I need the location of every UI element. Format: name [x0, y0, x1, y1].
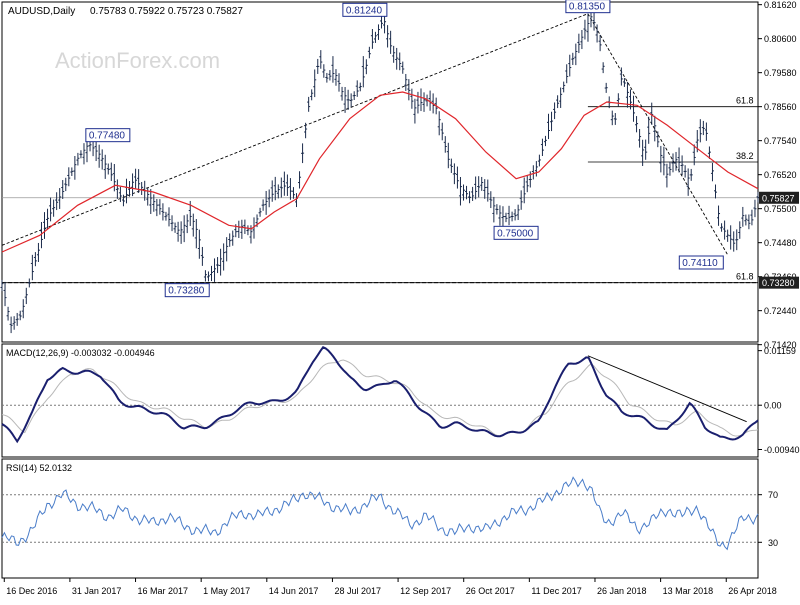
ohlc-values: 0.75783 0.75922 0.75723 0.75827 — [90, 6, 243, 17]
x-tick-label: 16 Mar 2017 — [138, 586, 189, 596]
price-tick-label: 0.76520 — [764, 170, 797, 180]
price-tick-label: 0.81620 — [764, 0, 797, 10]
panel-frame-1 — [1, 343, 759, 458]
price-annotation-box — [493, 225, 539, 240]
macd-tick-label: 0.00 — [764, 401, 782, 411]
price-annotation-box — [342, 2, 388, 17]
trendline — [1, 13, 589, 246]
current-price-box — [759, 191, 799, 204]
watermark: ActionForex.com — [55, 48, 220, 73]
price-tick-label: 0.77540 — [764, 136, 797, 146]
rsi-label: RSI(14) 52.0132 — [6, 463, 72, 473]
price-annotation-label: 0.77480 — [89, 131, 126, 142]
macd-signal-line — [1, 359, 759, 437]
price-annotation-box — [565, 0, 611, 14]
price-annotation-label: 0.81350 — [569, 2, 606, 13]
price-annotation-label: 0.81240 — [346, 5, 383, 16]
panel-frames — [1, 1, 759, 579]
x-tick-label: 31 Jan 2017 — [72, 586, 122, 596]
x-tick-label: 26 Apr 2018 — [728, 586, 777, 596]
x-tick-label: 26 Jan 2018 — [597, 586, 647, 596]
x-tick-label: 16 Dec 2016 — [6, 586, 57, 596]
macd-label: MACD(12,26,9) -0.003032 -0.004946 — [6, 348, 155, 358]
fib-label: 38.2 — [736, 151, 754, 161]
support-price-label: 0.73280 — [762, 278, 795, 288]
price-tick-label: 0.71420 — [764, 340, 797, 350]
price-tick-label: 0.78560 — [764, 102, 797, 112]
x-tick-label: 26 Oct 2017 — [466, 586, 515, 596]
symbol-label: AUDUSD,Daily — [8, 6, 75, 17]
rsi-panel: RSI(14) 52.0132 70 30 — [1, 463, 778, 551]
macd-trendline — [587, 355, 747, 423]
x-tick-label: 28 Jul 2017 — [334, 586, 381, 596]
x-tick-label: 13 Mar 2018 — [663, 586, 714, 596]
price-annotation-box — [678, 255, 724, 270]
macd-tick-label: -0.009408 — [764, 445, 800, 455]
macd-tick-label: 0.01159 — [764, 346, 796, 356]
panel-frame-0 — [1, 1, 759, 343]
fib-label: 61.8 — [736, 272, 754, 282]
price-tick-label: 0.72440 — [764, 306, 797, 316]
price-annotation-label: 0.75000 — [497, 228, 534, 239]
price-tick-label: 0.75500 — [764, 204, 797, 214]
price-annotation-label: 0.74110 — [682, 258, 718, 269]
price-panel: 0.81620 0.80600 0.79580 0.78560 0.77540 0.765… — [0, 0, 799, 350]
price-tick-label: 0.79580 — [764, 68, 797, 78]
macd-line — [1, 346, 759, 444]
x-tick-label: 11 Dec 2017 — [531, 586, 581, 596]
price-annotation-box — [164, 283, 210, 298]
current-price-label: 0.75827 — [762, 193, 795, 203]
x-tick-label: 14 Jun 2017 — [269, 586, 319, 596]
macd-panel: MACD(12,26,9) -0.003032 -0.004946 0.01159… — [1, 346, 800, 455]
support-price-box — [759, 276, 799, 289]
trendline — [587, 13, 729, 256]
rsi-line — [1, 476, 759, 551]
rsi-tick-label: 30 — [768, 538, 778, 548]
moving-average-line — [1, 91, 759, 253]
price-annotation-label: 0.73280 — [168, 286, 205, 297]
x-tick-label: 12 Sep 2017 — [400, 586, 451, 596]
rsi-tick-label: 70 — [768, 490, 778, 500]
price-annotation-box — [85, 128, 131, 143]
panel-frame-2 — [1, 458, 759, 579]
price-tick-label: 0.80600 — [764, 34, 797, 44]
fib-label: 61.8 — [736, 96, 754, 106]
price-tick-label: 0.74480 — [764, 238, 797, 248]
x-tick-label: 1 May 2017 — [203, 586, 250, 596]
x-axis: 16 Dec 2016 31 Jan 2017 16 Mar 2017 1 May 2… — [3, 578, 777, 596]
